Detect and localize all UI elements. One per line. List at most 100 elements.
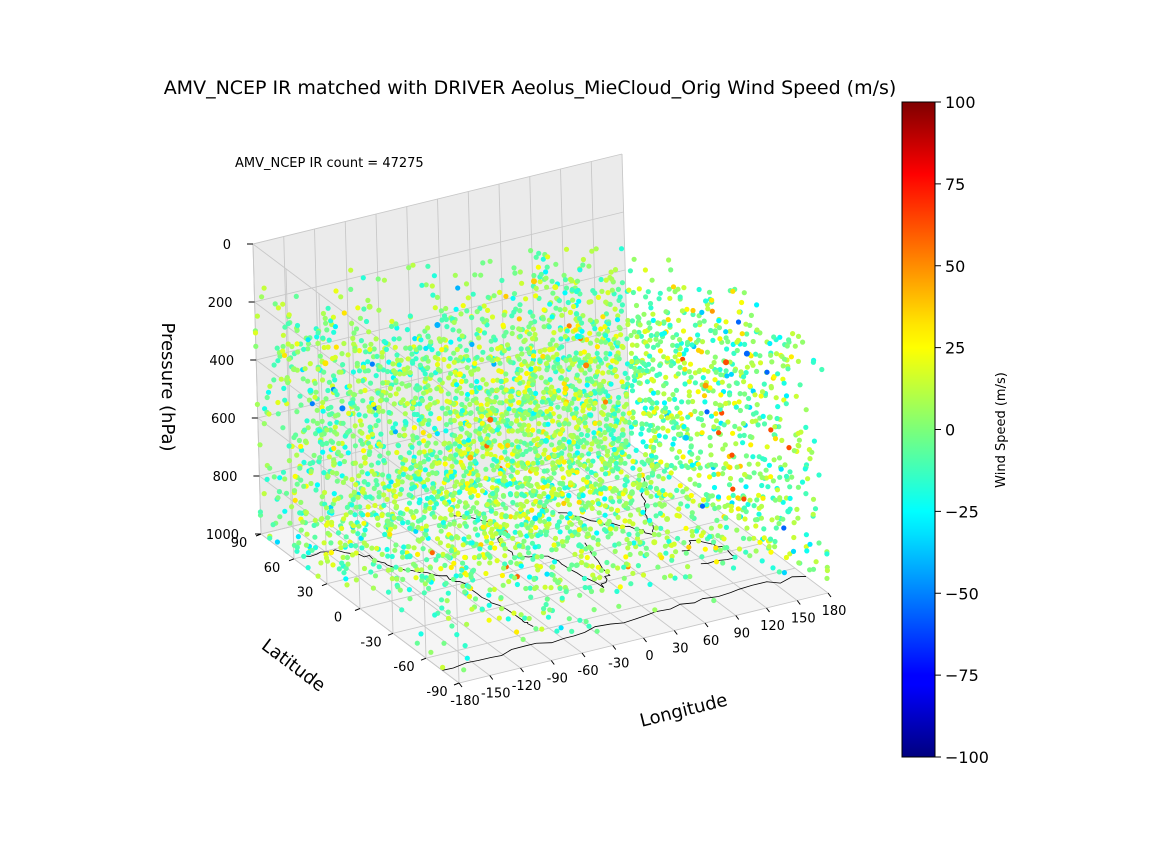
- scatter-point: [571, 303, 577, 310]
- scatter-point: [356, 412, 362, 418]
- scatter-point: [750, 362, 756, 368]
- scatter-point: [384, 546, 390, 553]
- scatter-point: [461, 667, 467, 673]
- scatter-points: [252, 246, 831, 673]
- scatter-point: [722, 442, 728, 448]
- scatter-point: [517, 407, 523, 413]
- scatter-point: [503, 371, 509, 377]
- scatter-point: [553, 342, 559, 348]
- scatter-point: [743, 321, 749, 327]
- scatter-point: [542, 447, 548, 453]
- scatter-point: [475, 532, 481, 538]
- scatter-point: [347, 428, 353, 434]
- scatter-point: [585, 427, 591, 433]
- scatter-point: [537, 499, 543, 505]
- scatter-point: [576, 298, 582, 304]
- scatter-point: [360, 364, 366, 370]
- scatter-point: [472, 272, 478, 278]
- scatter-point: [772, 436, 779, 442]
- scatter-point: [743, 484, 749, 490]
- scatter-point: [596, 331, 602, 337]
- scatter-point: [514, 413, 520, 419]
- scatter-point: [439, 317, 445, 323]
- scatter-point: [466, 423, 472, 429]
- scatter-point: [662, 409, 668, 415]
- scatter-point: [468, 571, 474, 577]
- scatter-point: [744, 404, 750, 410]
- scatter-point: [267, 465, 273, 471]
- scatter-point: [598, 432, 604, 438]
- scatter-point: [319, 432, 325, 438]
- scatter-point: [687, 361, 694, 367]
- scatter-point: [333, 288, 339, 294]
- scatter-point: [271, 474, 277, 480]
- scatter-point: [787, 484, 793, 490]
- scatter-point: [477, 482, 483, 488]
- scatter-point: [686, 369, 692, 375]
- scatter-point: [339, 473, 345, 479]
- scatter-point: [519, 491, 525, 497]
- scatter-point: [527, 574, 533, 580]
- scatter-point: [342, 542, 348, 548]
- scatter-point: [675, 371, 681, 377]
- data-point: [642, 481, 648, 488]
- scatter-point: [432, 400, 438, 406]
- scatter-point: [717, 406, 723, 412]
- scatter-point: [291, 488, 298, 494]
- scatter-point: [696, 538, 702, 544]
- scatter-point: [463, 523, 469, 529]
- scatter-point: [602, 436, 608, 442]
- scatter-point: [494, 464, 501, 470]
- scatter-point: [654, 405, 660, 411]
- scatter-point: [667, 322, 673, 328]
- scatter-point: [706, 289, 713, 295]
- scatter-point: [599, 466, 605, 472]
- data-point: [702, 382, 709, 389]
- scatter-point: [776, 455, 783, 461]
- scatter-point: [433, 440, 439, 446]
- scatter-point: [661, 468, 668, 474]
- scatter-point: [351, 489, 357, 495]
- scatter-point: [434, 431, 440, 437]
- scatter-point: [563, 401, 569, 407]
- scatter-point: [521, 511, 527, 517]
- scatter-point: [329, 508, 335, 514]
- scatter-point: [419, 397, 425, 404]
- scatter-point: [554, 628, 560, 634]
- axis-panes: [253, 154, 828, 683]
- scatter-point: [615, 340, 621, 346]
- scatter-point: [662, 405, 669, 411]
- scatter-point: [570, 297, 576, 303]
- scatter-point: [540, 353, 546, 359]
- scatter-point: [315, 366, 321, 372]
- scatter-point: [412, 484, 418, 490]
- scatter-point: [465, 437, 472, 443]
- scatter-point: [701, 318, 707, 324]
- scatter-point: [448, 339, 454, 345]
- scatter-point: [599, 456, 605, 462]
- scatter-point: [507, 359, 514, 365]
- scatter-point: [548, 475, 554, 481]
- scatter-point: [412, 336, 418, 342]
- scatter-point: [371, 485, 377, 491]
- scatter-point: [556, 486, 563, 492]
- scatter-point: [423, 502, 429, 508]
- scatter-point: [373, 478, 379, 484]
- scatter-point: [709, 462, 715, 468]
- scatter-point: [585, 352, 592, 358]
- scatter-point: [696, 482, 702, 488]
- scatter-point: [586, 544, 593, 550]
- scatter-point: [728, 503, 735, 509]
- scatter-point: [700, 375, 706, 381]
- data-point: [606, 426, 612, 433]
- scatter-point: [795, 484, 802, 490]
- scatter-point: [502, 553, 508, 559]
- scatter-point: [419, 577, 425, 583]
- scatter-point: [360, 378, 366, 384]
- scatter-point: [603, 350, 609, 356]
- scatter-point: [569, 278, 575, 284]
- scatter-point: [747, 322, 753, 328]
- scatter-point: [574, 562, 580, 568]
- scatter-point: [744, 364, 751, 370]
- scatter-point: [510, 499, 516, 506]
